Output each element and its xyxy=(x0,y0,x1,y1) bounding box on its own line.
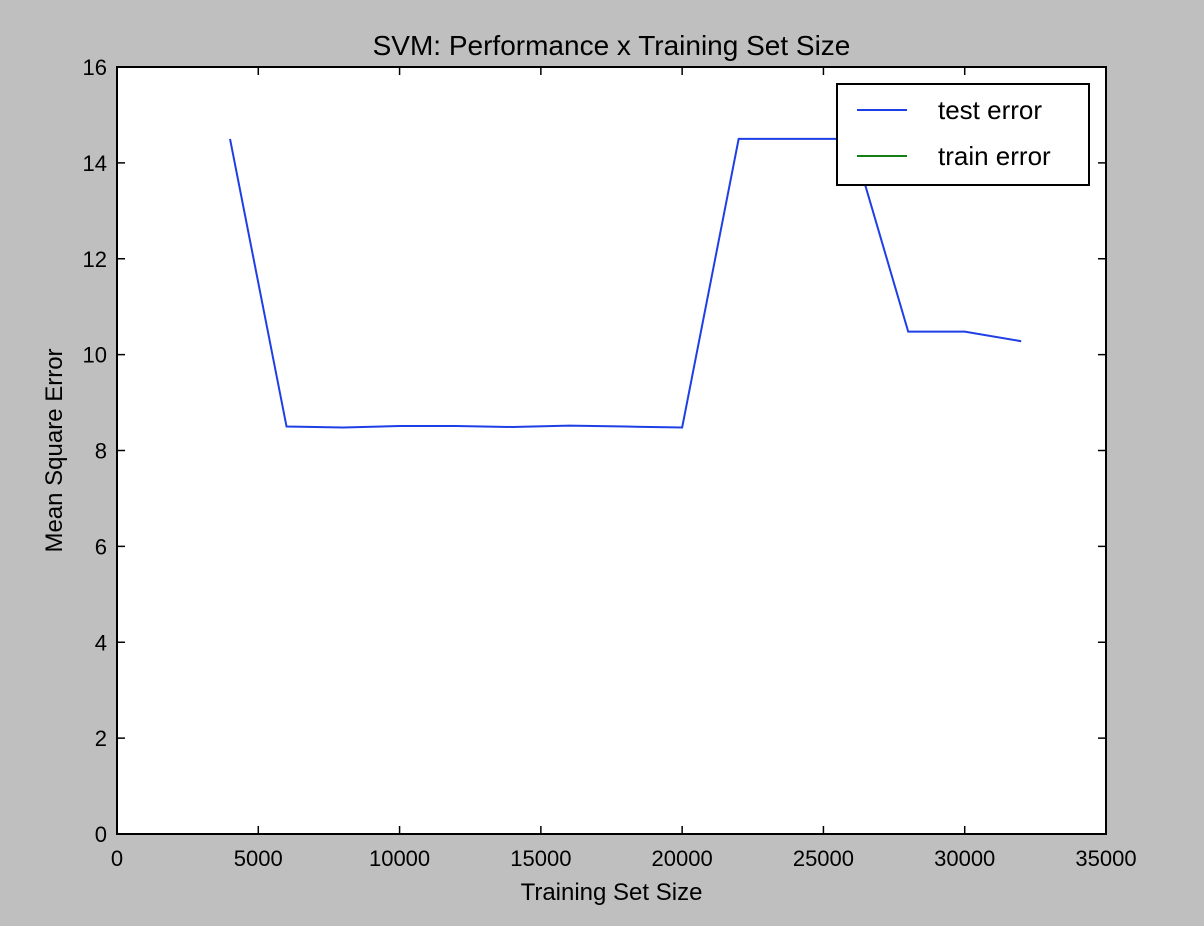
y-tick-label: 14 xyxy=(83,151,107,176)
series-line-0 xyxy=(229,137,1022,429)
x-tick-label: 25000 xyxy=(793,846,854,871)
series-layer xyxy=(229,137,1022,429)
x-tick-label: 30000 xyxy=(934,846,995,871)
x-axis-label: Training Set Size xyxy=(521,879,703,906)
y-tick-label: 0 xyxy=(95,822,107,847)
axis-ticks: 0 5000 10000 15000 20000 25000 30000 35000 0 2 4 6 8… xyxy=(83,55,1137,871)
x-tick-label: 0 xyxy=(111,846,123,871)
y-tick-label: 10 xyxy=(83,343,107,368)
legend-label-0: test error xyxy=(938,95,1042,125)
x-tick-label: 35000 xyxy=(1075,846,1136,871)
legend: test error train error xyxy=(836,83,1090,186)
legend-label-1: train error xyxy=(938,141,1051,171)
y-axis-label: Mean Square Error xyxy=(41,348,68,552)
y-tick-label: 12 xyxy=(83,247,107,272)
legend-box xyxy=(836,83,1090,186)
x-tick-label: 5000 xyxy=(234,846,283,871)
y-tick-label: 6 xyxy=(95,534,107,559)
y-tick-label: 8 xyxy=(95,439,107,464)
x-tick-label: 10000 xyxy=(369,846,430,871)
y-tick-label: 2 xyxy=(95,726,107,751)
y-tick-label: 16 xyxy=(83,55,107,80)
x-tick-label: 15000 xyxy=(510,846,571,871)
y-tick-label: 4 xyxy=(95,630,107,655)
x-tick-label: 20000 xyxy=(652,846,713,871)
plot-area xyxy=(116,66,1107,835)
chart-title: SVM: Performance x Training Set Size xyxy=(373,30,851,61)
